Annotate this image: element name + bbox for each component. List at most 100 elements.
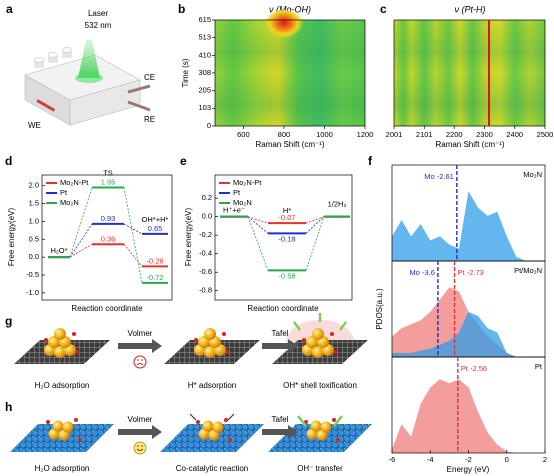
x-axis-label: Reaction coordinate: [247, 304, 319, 313]
stage-label: Co-catalytic reaction: [176, 464, 248, 473]
y-tick-label: -0.4: [199, 249, 212, 258]
heatmap: [215, 10, 365, 126]
x-tick-label: 600: [237, 130, 250, 139]
element-name: Mo: [409, 268, 419, 277]
state-label: OH*+H*: [142, 215, 169, 224]
element-name: Mo: [424, 172, 434, 181]
value-label: 0.36: [101, 234, 116, 243]
state-label: H*: [283, 206, 291, 215]
y-tick-label: 0.2: [202, 193, 212, 202]
pdos-area: [392, 379, 545, 453]
band-center-value: -2.73: [467, 268, 484, 277]
subplot-label: Pt/Mo₂N: [514, 266, 542, 275]
value-label: -0.18: [278, 234, 295, 243]
state-label: H₂O*: [50, 246, 67, 255]
x-tick-label: 2300: [476, 130, 493, 139]
subplot-label: Mo₂N: [523, 170, 542, 179]
value-label: -0.07: [278, 213, 295, 222]
stage-label: H₂O adsorption: [35, 381, 90, 390]
connector: [123, 223, 143, 235]
x-tick-label: 1200: [357, 130, 374, 139]
step-label: Tafel: [272, 329, 289, 338]
legend-label: Mo₂N-Pt: [233, 178, 262, 187]
panel-label: e: [180, 154, 187, 168]
panel-title: ν (Mo-OH): [269, 4, 311, 14]
element-name: Pt: [461, 364, 469, 373]
connector: [69, 223, 93, 258]
x-axis-label: Reaction coordinate: [71, 304, 143, 313]
x-axis-label: Energy (eV): [447, 465, 490, 474]
stage-label: H* adsorption: [188, 381, 236, 390]
pdos-area: [392, 191, 545, 261]
x-axis-label: Raman Shift (cm⁻¹): [255, 140, 324, 149]
y-tick-label: 2.0: [29, 181, 39, 190]
band-center-value: -3.6: [422, 268, 435, 277]
step-label: Tafel: [272, 415, 289, 424]
x-tick-label: 0: [505, 455, 509, 464]
y-tick-label: -1.0: [26, 288, 39, 297]
electrode-label: WE: [28, 121, 41, 130]
y-axis-label: Time (s): [181, 58, 190, 87]
legend-label: Mo₂N: [60, 198, 79, 207]
plot-frame: [41, 174, 173, 301]
y-tick-label: 308: [198, 68, 211, 77]
value-label: 0.65: [148, 224, 163, 233]
y-tick-label: 1.5: [29, 199, 39, 208]
step-label: Volmer: [128, 329, 153, 338]
y-tick-label: 1.0: [29, 216, 39, 225]
value-label: -0.58: [278, 271, 295, 280]
x-tick-label: -2: [465, 455, 472, 464]
electrode-label: RE: [144, 115, 155, 124]
y-tick-label: 0.5: [29, 234, 39, 243]
x-axis-label: Raman Shift (cm⁻¹): [435, 140, 504, 149]
value-label: 0.93: [101, 214, 116, 223]
stage-label: OH⁻ transfer: [297, 464, 343, 473]
connector: [123, 244, 143, 267]
value-label: -0.26: [146, 256, 163, 265]
cell-illustration: [24, 40, 151, 126]
plot-frame: [393, 19, 546, 127]
panel-label: c: [380, 2, 387, 16]
y-tick-label: 0: [207, 121, 211, 130]
laser-label: Laser: [88, 9, 108, 18]
x-tick-label: 1000: [316, 130, 333, 139]
connector: [123, 187, 143, 283]
value-label: -0.72: [146, 273, 163, 282]
panel-label: g: [5, 314, 12, 328]
panel-label: a: [6, 2, 13, 16]
state-label: H⁺+e⁻: [223, 206, 245, 215]
y-tick-label: -0.5: [26, 270, 39, 279]
x-tick-label: -6: [389, 455, 396, 464]
stage-label: OH* shell toxification: [283, 381, 357, 390]
value-label: 1.95: [101, 177, 116, 186]
connector: [69, 243, 93, 258]
band-center-value: -2.56: [470, 364, 487, 373]
y-tick-label: -0.2: [199, 230, 212, 239]
state-label: TS: [103, 168, 113, 177]
connector: [305, 216, 325, 224]
connector: [247, 216, 269, 271]
x-tick-label: 800: [278, 130, 291, 139]
connector: [305, 216, 325, 271]
band-center-label: Mo -3.6: [409, 268, 434, 277]
catalyst-illustration: [14, 313, 368, 369]
x-tick-label: 2101: [416, 130, 433, 139]
connector: [247, 216, 269, 234]
legend-label: Pt: [233, 188, 241, 197]
x-tick-label: 2500: [537, 130, 554, 139]
band-center-label: Pt -2.56: [461, 364, 487, 373]
heatmap: [394, 20, 545, 126]
x-tick-label: 2400: [506, 130, 523, 139]
panel-label: h: [5, 400, 12, 414]
band-center-label: Pt -2.73: [458, 268, 484, 277]
x-tick-label: 2: [543, 455, 547, 464]
panel-label: d: [5, 154, 12, 168]
stage-label: H₂O adsorption: [35, 464, 90, 473]
legend-label: Pt: [60, 188, 68, 197]
x-tick-label: -4: [427, 455, 434, 464]
plot-frame: [214, 174, 353, 301]
pdos-area: [392, 311, 545, 357]
step-label: Volmer: [128, 415, 153, 424]
legend-label: Mo₂N: [233, 198, 252, 207]
